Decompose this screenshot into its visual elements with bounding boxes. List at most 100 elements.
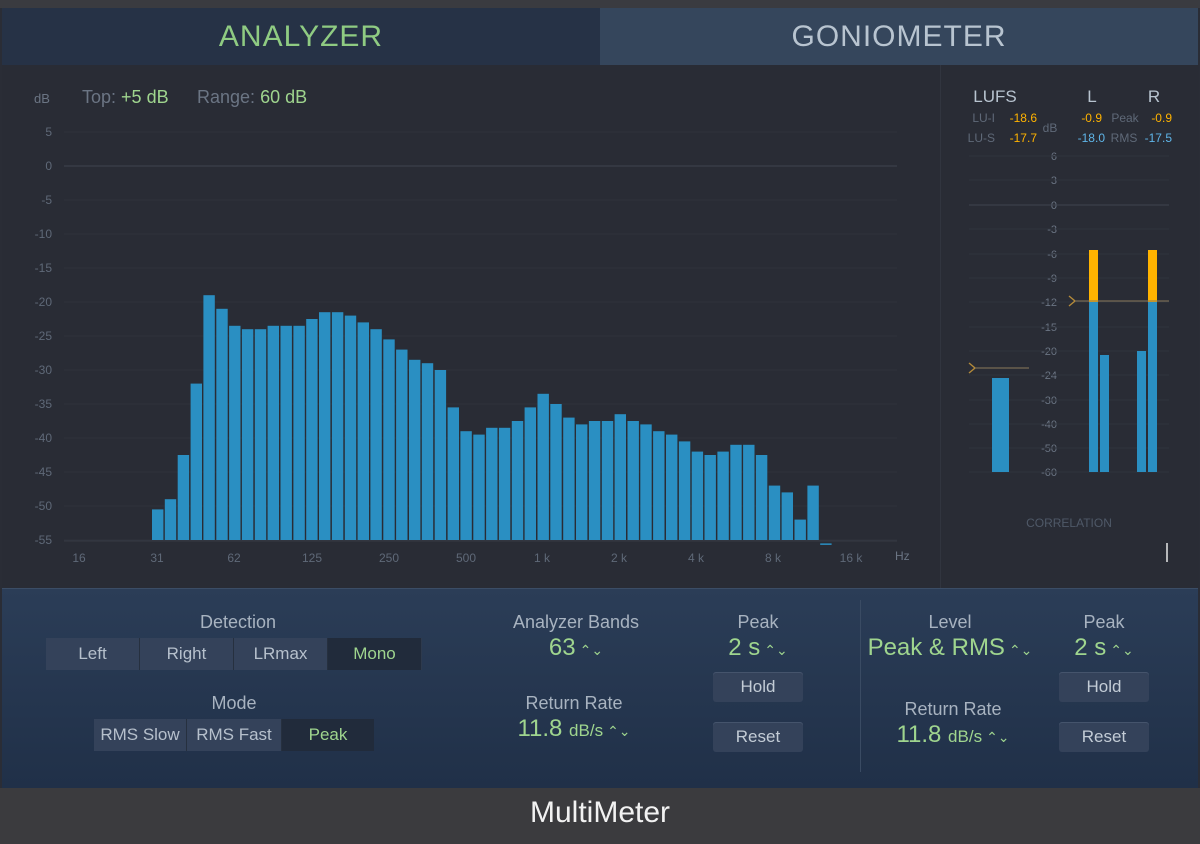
lu-s-value: -17.7	[1010, 131, 1038, 145]
spectrum-bar	[254, 329, 267, 540]
analyzer-bands-number: 63	[548, 634, 576, 661]
stepper-icon: ⌃⌄	[764, 642, 788, 658]
stepper-icon: ⌃⌄	[579, 642, 604, 658]
db-unit-label: dB	[34, 91, 50, 106]
y-tick-label: -45	[35, 465, 53, 479]
spectrum-bar	[357, 322, 369, 540]
range-value[interactable]: 60 dB	[260, 87, 308, 107]
level-return-rate-number: 11.8	[896, 721, 942, 748]
x-tick-label: 2 k	[611, 551, 628, 565]
x-tick-label: 1 k	[534, 551, 551, 565]
spectrum-bar	[280, 325, 292, 540]
spectrum-bar	[768, 485, 781, 540]
spectrum-bar	[743, 444, 755, 540]
lufs-target-marker	[968, 362, 977, 374]
y-tick-label: -50	[35, 499, 53, 513]
spectrum-bar	[550, 404, 562, 540]
meter-scale-label: -12	[1041, 297, 1057, 309]
level-return-rate-label: Return Rate	[904, 699, 1002, 719]
peak-hold-value[interactable]: 2 s ⌃⌄	[708, 634, 808, 662]
level-return-rate-value[interactable]: 11.8 dB/s ⌃⌄	[853, 721, 1053, 749]
y-tick-label: -30	[35, 363, 53, 377]
tab-goniometer[interactable]: GONIOMETER	[600, 8, 1198, 65]
meter-scale-label: -6	[1047, 249, 1057, 261]
stepper-icon: ⌃⌄	[607, 723, 631, 739]
spectrum-bar	[704, 455, 716, 540]
top-value[interactable]: +5 dB	[121, 87, 169, 107]
spectrum-bar	[306, 319, 318, 540]
level-value-text: Peak & RMS	[867, 634, 1005, 661]
spectrum-bar	[229, 325, 241, 540]
spectrum-bar	[717, 451, 729, 540]
spectrum-bar	[152, 509, 164, 540]
spectrum-bar	[498, 427, 511, 540]
r-title: R	[1148, 87, 1160, 106]
detection-selector: Left Right LRmax Mono	[46, 638, 422, 670]
meter-scale-label: 0	[1051, 200, 1057, 212]
spectrum-bar	[203, 295, 215, 540]
meter-scale-label: -30	[1041, 395, 1057, 407]
peak-hold-label: Peak	[737, 612, 779, 632]
spectrum-bar	[794, 519, 806, 540]
y-tick-label: 0	[45, 159, 52, 173]
spectrum-bar	[653, 431, 665, 540]
spectrum-bar	[460, 431, 472, 540]
spectrum-bar	[640, 424, 652, 540]
mode-peak[interactable]: Peak	[282, 719, 374, 751]
mode-rms-slow[interactable]: RMS Slow	[94, 719, 187, 751]
spectrum-bar	[691, 451, 704, 540]
peak-hold-number: 2 s	[728, 634, 761, 661]
level-reset-button[interactable]: Reset	[1059, 722, 1149, 752]
level-peak-hold-number: 2 s	[1074, 634, 1107, 661]
meter-scale-label: 3	[1051, 175, 1057, 187]
spectrum-bar	[511, 421, 524, 540]
range-label: Range:	[197, 87, 256, 107]
top-setting[interactable]: Top: +5 dB	[82, 87, 169, 108]
y-tick-label: -20	[35, 295, 53, 309]
spectrum-bar	[164, 499, 177, 540]
spectrum-bar	[781, 492, 793, 540]
hz-unit-label: Hz	[895, 549, 910, 563]
meter-scale-label: -24	[1041, 370, 1057, 382]
detection-right[interactable]: Right	[140, 638, 234, 670]
level-peak-hold-label: Peak	[1083, 612, 1125, 632]
spectrum-bar	[434, 370, 447, 540]
level-return-rate-unit: dB/s	[948, 727, 983, 746]
x-tick-label: 500	[456, 551, 476, 565]
lu-s-label: LU-S	[968, 131, 995, 145]
meter-scale-label: -60	[1041, 467, 1057, 479]
l-rms-value: -18.0	[1078, 131, 1106, 145]
mode-selector: RMS Slow RMS Fast Peak	[94, 719, 374, 751]
l-rms-bar	[1089, 302, 1098, 472]
range-setting[interactable]: Range: 60 dB	[197, 87, 307, 108]
spectrum-bar	[588, 421, 601, 540]
y-tick-label: -40	[35, 431, 53, 445]
return-rate-value[interactable]: 11.8 dB/s ⌃⌄	[474, 715, 674, 743]
lu-i-label: LU-I	[972, 111, 995, 125]
analyzer-bands-value[interactable]: 63 ⌃⌄	[476, 634, 676, 662]
y-tick-label: -5	[41, 193, 52, 207]
detection-mono[interactable]: Mono	[328, 638, 421, 670]
spectrum-bar	[383, 339, 395, 540]
level-peak-hold-value[interactable]: 2 s ⌃⌄	[1054, 634, 1154, 662]
level-value[interactable]: Peak & RMS ⌃⌄	[838, 634, 1062, 662]
stepper-icon: ⌃⌄	[986, 729, 1010, 745]
detection-left[interactable]: Left	[46, 638, 140, 670]
y-tick-label: -15	[35, 261, 53, 275]
spectrum-bar	[601, 421, 614, 540]
hold-button[interactable]: Hold	[713, 672, 803, 702]
spectrum-bar	[755, 455, 768, 540]
mode-rms-fast[interactable]: RMS Fast	[187, 719, 282, 751]
x-tick-label: 8 k	[765, 551, 782, 565]
level-hold-button[interactable]: Hold	[1059, 672, 1149, 702]
spectrum-bar	[177, 455, 190, 540]
l-rms-bar-2	[1100, 355, 1109, 472]
reset-button[interactable]: Reset	[713, 722, 803, 752]
r-rms-bar-2	[1137, 351, 1146, 472]
lu-i-value: -18.6	[1010, 111, 1038, 125]
meter-scale-label: -50	[1041, 443, 1057, 455]
tab-analyzer[interactable]: ANALYZER	[2, 8, 600, 65]
spectrum-bar	[614, 414, 626, 540]
level-meters: LUFS L R LU-I -18.6 LU-S -17.7 dB -0.9 P…	[968, 87, 1172, 564]
detection-lrmax[interactable]: LRmax	[234, 638, 328, 670]
